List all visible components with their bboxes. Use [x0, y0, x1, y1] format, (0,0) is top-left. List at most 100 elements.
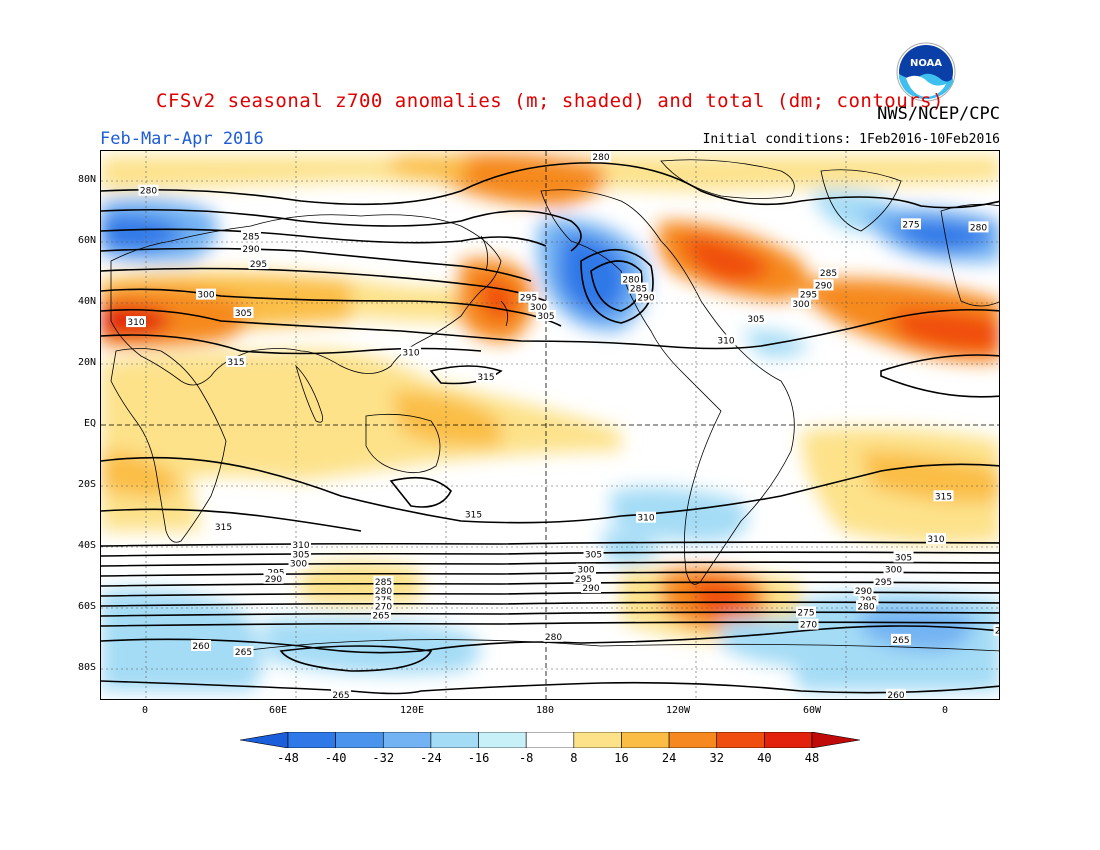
- contour-label-text: 310: [127, 318, 144, 328]
- contour-label-text: 305: [747, 315, 764, 325]
- colorbar-label: 40: [757, 751, 772, 765]
- map-canvas: 2802852902953003053103153103152802953003…: [101, 151, 1000, 699]
- contour-label-text: 265: [372, 611, 389, 621]
- contour-label: 305: [233, 306, 254, 319]
- contour-label: 305: [291, 548, 311, 560]
- contour-label: 265: [331, 688, 351, 699]
- lat-label: 80N: [77, 174, 96, 185]
- contour-label: 270: [798, 618, 819, 631]
- contour-label: 280: [373, 585, 394, 597]
- colorbar-segment: [621, 732, 670, 748]
- colorbar-label: 48: [804, 751, 820, 765]
- contour-label: 280: [968, 221, 989, 233]
- colorbar-segment: [716, 732, 765, 748]
- grid-lines: [101, 151, 999, 699]
- colorbar-label: -8: [518, 751, 534, 765]
- contour-label: 265: [891, 633, 911, 646]
- contour-label: 305: [536, 310, 556, 322]
- lon-label: 60E: [268, 705, 288, 716]
- lat-label: EQ: [83, 418, 96, 429]
- contour-label-text: 300: [792, 300, 809, 310]
- colorbar-segment: [382, 732, 432, 748]
- contour-label-text: 285: [630, 285, 647, 295]
- colorbar-label: -40: [324, 751, 347, 765]
- colorbar-segment: [811, 732, 860, 748]
- contour-label-text: 300: [577, 566, 594, 576]
- contour-label: 290: [813, 279, 834, 291]
- contour-label-text: 275: [902, 220, 919, 230]
- contour-label-text: 285: [375, 578, 392, 588]
- contour-label: 300: [576, 563, 596, 576]
- colorbar-segment: [335, 732, 384, 748]
- colorbar-segment: [668, 732, 718, 748]
- contour-label: 310: [636, 511, 656, 524]
- contour-label-text: 300: [885, 566, 902, 576]
- contour-label: 315: [463, 508, 484, 521]
- contour-label: 280: [856, 600, 876, 612]
- lat-label: 40N: [77, 296, 96, 307]
- contour-label-text: 310: [292, 541, 309, 551]
- colorbar-segment: [430, 732, 479, 748]
- lat-label: 20S: [77, 479, 96, 490]
- lon-label: 60W: [802, 705, 822, 716]
- contour-label: 275: [796, 606, 816, 618]
- contour-label-text: 290: [637, 294, 654, 304]
- colorbar-label: -24: [420, 751, 442, 765]
- initial-conditions: Initial conditions: 1Feb2016-10Feb2016: [702, 132, 1000, 147]
- contour-label-text: 295: [575, 575, 592, 585]
- contour-label: 310: [401, 346, 421, 359]
- colorbar-segment: [764, 732, 813, 748]
- contour-label-text: 310: [717, 336, 734, 346]
- contour-label-text: 280: [995, 627, 1000, 637]
- contour-label: 290: [581, 581, 601, 594]
- contour-labels: 2802852902953003053103153103152802953003…: [126, 151, 1000, 699]
- contour-label-text: 285: [820, 269, 837, 279]
- contour-label: 290: [636, 291, 656, 304]
- contour-label-text: 295: [800, 291, 817, 301]
- contour-label-text: 305: [235, 309, 252, 319]
- colorbar-label: -32: [372, 751, 395, 765]
- contour-label-text: 295: [875, 578, 892, 588]
- lon-label: 120W: [665, 705, 691, 716]
- contour-label-text: 310: [927, 535, 944, 545]
- contour-label-text: 310: [402, 349, 419, 359]
- contour-label-text: 305: [292, 550, 309, 560]
- color-bar-legend: [240, 732, 860, 748]
- contour-label: 285: [628, 282, 649, 295]
- contour-label-text: 280: [622, 275, 639, 285]
- contour-label: 295: [798, 288, 819, 301]
- contour-label: 295: [518, 291, 539, 304]
- lon-label: 120E: [399, 705, 425, 716]
- contour-label-text: 265: [892, 636, 909, 646]
- contour-label: 280: [138, 184, 159, 197]
- contour-label-text: 280: [857, 602, 874, 612]
- contour-label-text: 280: [140, 187, 157, 197]
- contour-label-text: 310: [637, 514, 654, 524]
- contour-label: 295: [873, 575, 894, 588]
- contour-label-text: 280: [970, 223, 987, 233]
- contour-label: 280: [543, 630, 564, 643]
- contour-label: 265: [371, 609, 391, 621]
- contour-label-text: 265: [235, 648, 252, 658]
- contour-label: 280: [621, 273, 641, 285]
- contour-label-text: 305: [585, 550, 602, 560]
- contour-label: 310: [126, 316, 146, 328]
- contour-label: 260: [886, 688, 906, 699]
- contour-label-text: 300: [290, 560, 307, 570]
- contour-label-text: 315: [215, 523, 232, 533]
- colorbar-label: 32: [709, 751, 724, 765]
- anomaly-map: 280 285 290 295 300 305 310 315 310 315 280 295 300 3…: [100, 150, 1000, 700]
- contour-label-text: 280: [592, 153, 609, 163]
- lat-label: 20N: [77, 357, 96, 368]
- lon-label: 180: [535, 705, 555, 716]
- contour-label-text: 305: [895, 553, 912, 563]
- lat-label: 40S: [77, 540, 96, 551]
- contour-label: 315: [476, 371, 496, 383]
- contour-label: 265: [233, 646, 254, 658]
- contour-label: 305: [893, 551, 914, 563]
- contour-label: 305: [583, 548, 604, 560]
- colorbar-segment: [478, 732, 527, 748]
- colorbar-label: -16: [467, 751, 490, 765]
- lat-label: 60N: [77, 235, 96, 246]
- contour-label-text: 295: [520, 294, 537, 304]
